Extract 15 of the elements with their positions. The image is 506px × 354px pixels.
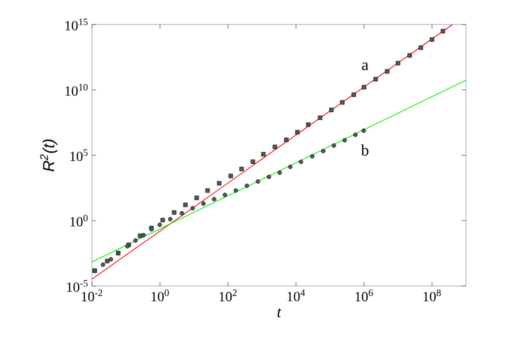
- x-tick-label: 10$^{2}$: [220, 290, 237, 302]
- y-tick-label: 10$^{15}$: [65, 18, 88, 30]
- y-tick-label: 10$^{-5}$: [67, 280, 88, 292]
- annotation: a: [362, 62, 368, 70]
- x-axis-title: t: [277, 308, 282, 318]
- y-axis-title: R$^{2}$(t): [40, 140, 58, 172]
- y-tick-label: 10$^{0}$: [70, 214, 88, 227]
- x-tick-label: 10$^{4}$: [288, 290, 306, 302]
- y-tick-label: 10$^{5}$: [70, 149, 88, 162]
- annotation: b: [361, 144, 368, 156]
- x-tick-label: 10$^{0}$: [152, 290, 169, 302]
- x-tick-label: 10$^{-2}$: [82, 290, 102, 302]
- y-tick-label: 10$^{10}$: [65, 84, 88, 96]
- x-tick-label: 10$^{8}$: [424, 290, 441, 302]
- x-tick-label: 10$^{6}$: [356, 290, 373, 302]
